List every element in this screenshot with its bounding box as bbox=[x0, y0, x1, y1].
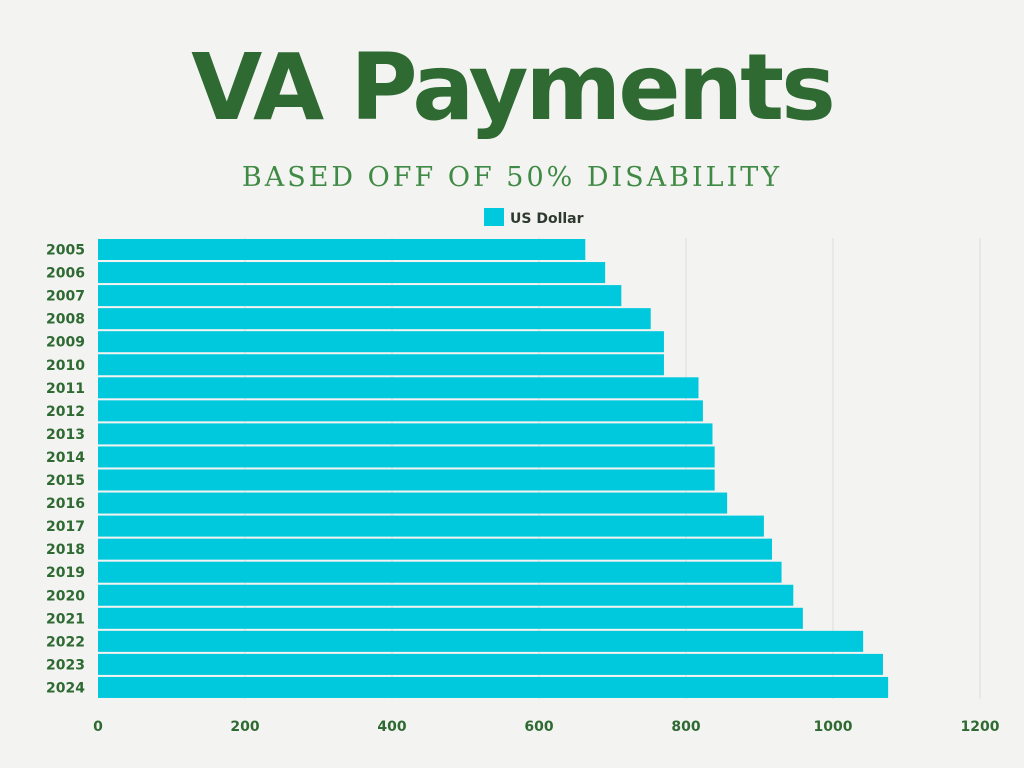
tick-label: 0 bbox=[93, 719, 103, 735]
tick-label: 600 bbox=[524, 719, 553, 735]
bar-2013 bbox=[98, 423, 713, 445]
bar-2007 bbox=[98, 285, 622, 307]
x-axis-ticks: 0 200 400 600 800 1000 1200 bbox=[93, 719, 1000, 735]
bar-2022 bbox=[98, 630, 864, 652]
tick-label: 1200 bbox=[961, 719, 1000, 735]
bar-2021 bbox=[98, 607, 803, 629]
bar-2019 bbox=[98, 561, 782, 583]
bar-2017 bbox=[98, 515, 764, 537]
category-label: 2021 bbox=[46, 611, 85, 627]
category-label: 2014 bbox=[46, 450, 85, 466]
category-labels: 2005 2006 2007 2008 2009 2010 2011 2012 2013 2014… bbox=[46, 243, 85, 697]
bar-2005 bbox=[98, 239, 586, 260]
bar-2010 bbox=[98, 354, 664, 376]
category-label: 2009 bbox=[46, 335, 85, 351]
bar-2020 bbox=[98, 584, 794, 606]
category-label: 2010 bbox=[46, 358, 85, 374]
bar-2011 bbox=[98, 377, 699, 399]
bar-2006 bbox=[98, 262, 606, 284]
category-label: 2024 bbox=[46, 680, 85, 696]
gridlines bbox=[244, 238, 981, 699]
bar-2014 bbox=[98, 446, 715, 468]
category-label: 2022 bbox=[46, 634, 85, 650]
tick-label: 200 bbox=[230, 719, 259, 735]
bar-2012 bbox=[98, 400, 703, 422]
chart-subtitle: BASED OFF OF 50% DISABILITY bbox=[241, 162, 783, 193]
category-label: 2020 bbox=[46, 588, 85, 604]
bar-2023 bbox=[98, 653, 883, 675]
category-label: 2011 bbox=[46, 381, 85, 397]
category-label: 2007 bbox=[46, 289, 85, 305]
bars bbox=[98, 239, 889, 698]
category-label: 2012 bbox=[46, 404, 85, 420]
category-label: 2008 bbox=[46, 312, 85, 328]
category-label: 2005 bbox=[46, 243, 85, 259]
chart-title: VA Payments bbox=[191, 34, 836, 141]
category-label: 2023 bbox=[46, 657, 85, 673]
category-label: 2015 bbox=[46, 473, 85, 489]
category-label: 2017 bbox=[46, 519, 85, 535]
legend: US Dollar bbox=[484, 208, 584, 227]
legend-label: US Dollar bbox=[510, 211, 584, 227]
category-label: 2019 bbox=[46, 565, 85, 581]
category-label: 2016 bbox=[46, 496, 85, 512]
bar-2008 bbox=[98, 308, 651, 330]
bar-2015 bbox=[98, 469, 715, 491]
category-label: 2013 bbox=[46, 427, 85, 443]
tick-label: 1000 bbox=[814, 719, 853, 735]
category-label: 2006 bbox=[46, 266, 85, 282]
tick-label: 800 bbox=[671, 719, 700, 735]
category-label: 2018 bbox=[46, 542, 85, 558]
legend-swatch bbox=[484, 208, 504, 226]
tick-label: 400 bbox=[377, 719, 406, 735]
bar-2016 bbox=[98, 492, 728, 514]
bar-2009 bbox=[98, 331, 664, 353]
bar-2024 bbox=[98, 676, 889, 698]
bar-2018 bbox=[98, 538, 772, 560]
